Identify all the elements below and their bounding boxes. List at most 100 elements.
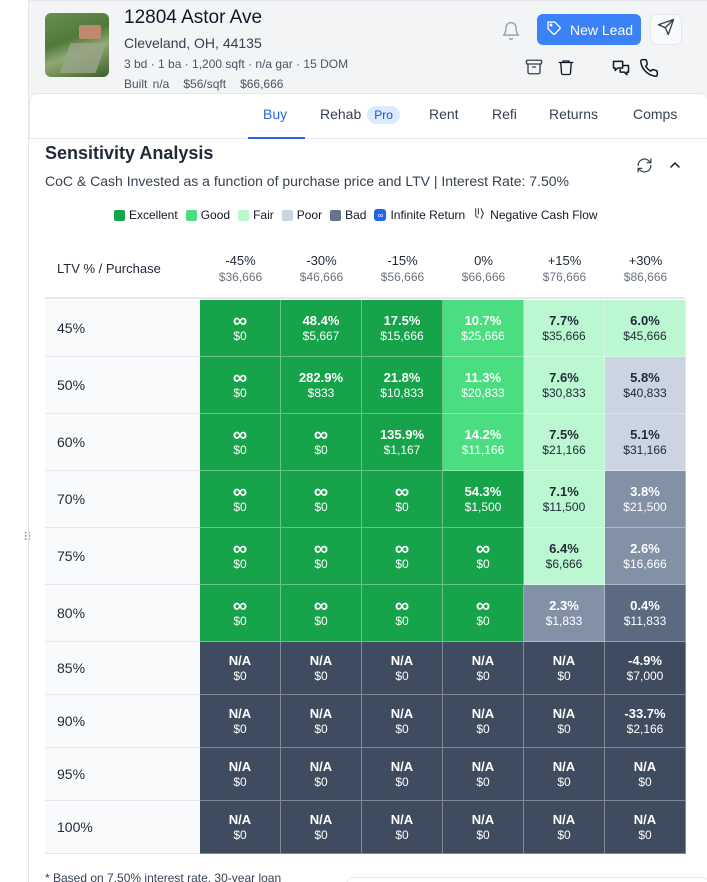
sensitivity-cell[interactable]: N/A $0 bbox=[281, 642, 362, 695]
sensitivity-cell[interactable]: 282.9% $833 bbox=[281, 357, 362, 414]
cash-invested: $0 bbox=[476, 721, 490, 736]
sensitivity-cell[interactable]: 7.5% $21,166 bbox=[524, 414, 605, 471]
sensitivity-cell[interactable]: 0.4% $11,833 bbox=[605, 585, 686, 642]
sensitivity-cell[interactable]: N/A $0 bbox=[362, 748, 443, 801]
grid-column-header: +30% $86,666 bbox=[605, 253, 686, 284]
sensitivity-cell[interactable]: 48.4% $5,667 bbox=[281, 300, 362, 357]
cash-invested: $0 bbox=[314, 499, 328, 514]
chat-icon[interactable] bbox=[610, 57, 632, 79]
sensitivity-cell[interactable]: 11.3% $20,833 bbox=[443, 357, 524, 414]
cash-invested: $1,833 bbox=[545, 613, 583, 628]
tab-rent[interactable]: Rent bbox=[429, 106, 459, 122]
sensitivity-cell[interactable]: N/A $0 bbox=[443, 642, 524, 695]
sensitivity-cell[interactable]: ∞ $0 bbox=[200, 585, 281, 642]
sensitivity-cell[interactable]: ∞ $0 bbox=[200, 414, 281, 471]
sensitivity-cell[interactable]: N/A $0 bbox=[524, 801, 605, 854]
price-per-sqft: $56/sqft bbox=[183, 77, 227, 91]
sensitivity-cell[interactable]: ∞ $0 bbox=[362, 585, 443, 642]
sensitivity-cell[interactable]: ∞ $0 bbox=[200, 528, 281, 585]
sensitivity-cell[interactable]: 54.3% $1,500 bbox=[443, 471, 524, 528]
sensitivity-cell[interactable]: ∞ $0 bbox=[443, 528, 524, 585]
sensitivity-cell[interactable]: ∞ $0 bbox=[443, 585, 524, 642]
sensitivity-cell[interactable]: N/A $0 bbox=[362, 801, 443, 854]
sensitivity-cell[interactable]: N/A $0 bbox=[605, 801, 686, 854]
sensitivity-cell[interactable]: -4.9% $7,000 bbox=[605, 642, 686, 695]
cash-invested: $0 bbox=[638, 774, 652, 789]
sensitivity-cell[interactable]: ∞ $0 bbox=[281, 471, 362, 528]
sensitivity-cell[interactable]: 6.0% $45,666 bbox=[605, 300, 686, 357]
phone-icon[interactable] bbox=[638, 57, 660, 79]
coc-value: 3.8% bbox=[630, 483, 660, 499]
coc-value: N/A bbox=[228, 758, 252, 774]
trash-icon[interactable] bbox=[556, 57, 576, 77]
send-button[interactable] bbox=[650, 14, 682, 45]
sensitivity-cell[interactable]: ∞ $0 bbox=[200, 471, 281, 528]
sensitivity-cell[interactable]: 7.1% $11,500 bbox=[524, 471, 605, 528]
archive-icon[interactable] bbox=[524, 57, 544, 77]
coc-value: N/A bbox=[228, 811, 252, 827]
sensitivity-cell[interactable]: N/A $0 bbox=[200, 642, 281, 695]
sensitivity-cell[interactable]: 5.1% $31,166 bbox=[605, 414, 686, 471]
cash-invested: $0 bbox=[557, 668, 571, 683]
cash-invested: $0 bbox=[557, 827, 571, 842]
sensitivity-cell[interactable]: 14.2% $11,166 bbox=[443, 414, 524, 471]
sensitivity-cell[interactable]: ∞ $0 bbox=[362, 528, 443, 585]
ltv-value: 45% bbox=[57, 320, 86, 336]
sensitivity-cell[interactable]: 7.6% $30,833 bbox=[524, 357, 605, 414]
sensitivity-cell[interactable]: N/A $0 bbox=[200, 695, 281, 748]
sensitivity-cell[interactable]: N/A $0 bbox=[605, 748, 686, 801]
bell-icon[interactable] bbox=[500, 20, 522, 42]
ltv-value: 70% bbox=[57, 491, 86, 507]
drag-handle-icon[interactable]: ⠿ bbox=[23, 530, 32, 544]
sensitivity-cell[interactable]: ∞ $0 bbox=[200, 357, 281, 414]
coc-value: 7.5% bbox=[549, 426, 579, 442]
sensitivity-cell[interactable]: N/A $0 bbox=[443, 695, 524, 748]
tab-buy[interactable]: Buy bbox=[263, 106, 288, 122]
sensitivity-cell[interactable]: N/A $0 bbox=[524, 748, 605, 801]
tab-returns[interactable]: Returns bbox=[549, 106, 599, 122]
sensitivity-cell[interactable]: ∞ $0 bbox=[281, 528, 362, 585]
grid-row: 90% N/A $0 N/A $0 N/A $0 N/A $0 N/A $0 -33.7% $2,166 bbox=[45, 695, 686, 748]
sensitivity-cell[interactable]: 2.3% $1,833 bbox=[524, 585, 605, 642]
sensitivity-cell[interactable]: -33.7% $2,166 bbox=[605, 695, 686, 748]
sensitivity-cell[interactable]: N/A $0 bbox=[443, 748, 524, 801]
sensitivity-cell[interactable]: N/A $0 bbox=[524, 642, 605, 695]
sensitivity-cell[interactable]: ∞ $0 bbox=[362, 471, 443, 528]
sensitivity-cell[interactable]: ∞ $0 bbox=[281, 585, 362, 642]
tab-rehab[interactable]: Rehab Pro bbox=[320, 106, 400, 124]
sensitivity-cell[interactable]: N/A $0 bbox=[281, 695, 362, 748]
sensitivity-cell[interactable]: ∞ $0 bbox=[281, 414, 362, 471]
sensitivity-cell[interactable]: 2.6% $16,666 bbox=[605, 528, 686, 585]
column-percent: +30% bbox=[628, 253, 663, 268]
new-lead-button[interactable]: New Lead bbox=[537, 14, 641, 45]
sensitivity-cell[interactable]: N/A $0 bbox=[524, 695, 605, 748]
sensitivity-cell[interactable]: N/A $0 bbox=[200, 748, 281, 801]
column-price: $86,666 bbox=[623, 270, 668, 284]
sensitivity-cell[interactable]: 5.8% $40,833 bbox=[605, 357, 686, 414]
refresh-icon[interactable] bbox=[634, 155, 654, 175]
sensitivity-cell[interactable]: 10.7% $25,666 bbox=[443, 300, 524, 357]
sensitivity-cell[interactable]: 3.8% $21,500 bbox=[605, 471, 686, 528]
tab-refi[interactable]: Refi bbox=[492, 106, 517, 122]
tab-rehab-label: Rehab bbox=[320, 106, 362, 122]
infinity-icon: ∞ bbox=[313, 480, 329, 503]
sensitivity-cell[interactable]: 7.7% $35,666 bbox=[524, 300, 605, 357]
tab-comps[interactable]: Comps bbox=[633, 106, 678, 122]
sensitivity-cell[interactable]: 6.4% $6,666 bbox=[524, 528, 605, 585]
coc-value: 54.3% bbox=[464, 483, 502, 499]
sensitivity-cell[interactable]: N/A $0 bbox=[200, 801, 281, 854]
chevron-up-icon[interactable] bbox=[665, 155, 685, 175]
infinity-icon: ∞ bbox=[313, 594, 329, 617]
sensitivity-cell[interactable]: N/A $0 bbox=[281, 748, 362, 801]
sensitivity-cell[interactable]: N/A $0 bbox=[281, 801, 362, 854]
sensitivity-cell[interactable]: N/A $0 bbox=[443, 801, 524, 854]
legend-excellent: Excellent bbox=[114, 208, 178, 222]
sensitivity-cell[interactable]: N/A $0 bbox=[362, 642, 443, 695]
grid-column-header: -45% $36,666 bbox=[200, 253, 281, 284]
sensitivity-cell[interactable]: ∞ $0 bbox=[200, 300, 281, 357]
sensitivity-cell[interactable]: 135.9% $1,167 bbox=[362, 414, 443, 471]
property-thumbnail[interactable] bbox=[45, 13, 109, 77]
sensitivity-cell[interactable]: 21.8% $10,833 bbox=[362, 357, 443, 414]
sensitivity-cell[interactable]: 17.5% $15,666 bbox=[362, 300, 443, 357]
sensitivity-cell[interactable]: N/A $0 bbox=[362, 695, 443, 748]
